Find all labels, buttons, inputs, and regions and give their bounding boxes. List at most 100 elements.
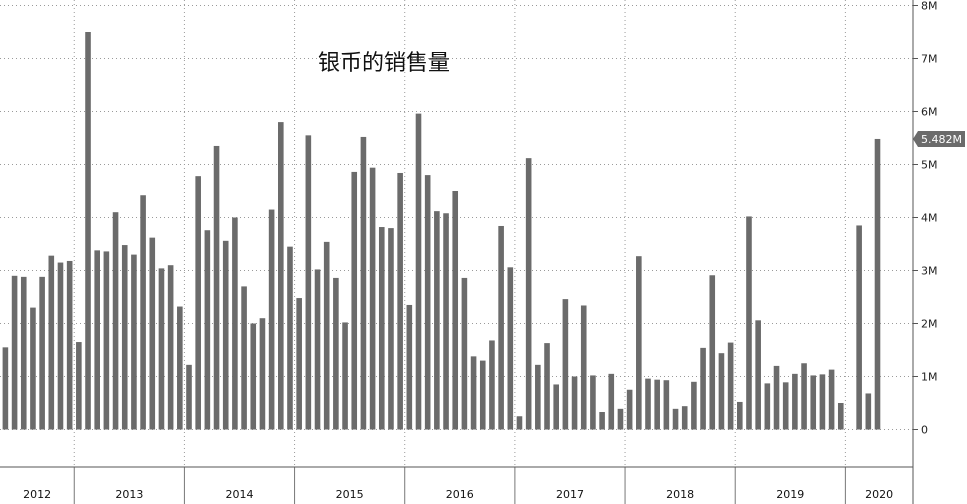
bar (434, 211, 440, 430)
bar (360, 136, 367, 430)
bar (792, 373, 798, 430)
bar (20, 276, 27, 430)
bar (516, 416, 523, 430)
y-tick-label: 4M (921, 212, 938, 225)
y-tick-label: 5M (921, 159, 938, 172)
chart-title: 银币的销售量 (318, 51, 450, 76)
bar (507, 267, 514, 430)
x-year-label: 2017 (556, 488, 584, 501)
bar (874, 138, 881, 430)
bar (461, 277, 468, 430)
bar (764, 383, 771, 430)
x-year-label: 2012 (23, 488, 51, 501)
bar (819, 374, 826, 430)
y-tick-label: 6M (921, 106, 938, 119)
bar (470, 356, 477, 430)
y-tick-label: 0 (921, 424, 928, 437)
bar (443, 213, 449, 430)
bar (856, 225, 862, 430)
bar (140, 195, 146, 430)
bar (746, 216, 752, 430)
bar (773, 365, 780, 430)
bar (691, 381, 697, 430)
bar (351, 171, 358, 430)
last-value-label: 5.482M (921, 133, 962, 146)
y-tick-label: 2M (921, 318, 938, 331)
bar (397, 172, 403, 430)
bar (186, 364, 192, 430)
bar (333, 277, 339, 430)
bar (645, 378, 651, 430)
bar (782, 382, 789, 430)
bar (498, 225, 504, 430)
bar (608, 373, 615, 430)
bar (865, 393, 872, 430)
bar (415, 113, 422, 430)
bar (232, 217, 238, 430)
bar (11, 275, 18, 430)
bar (837, 403, 844, 430)
bar (590, 375, 596, 430)
bar (39, 276, 45, 430)
bar (278, 122, 284, 430)
bar (204, 230, 211, 430)
bar (663, 380, 670, 430)
bar (85, 32, 91, 430)
bar (479, 360, 486, 430)
y-tick-label: 8M (921, 0, 938, 13)
x-year-label: 2014 (225, 488, 253, 501)
bar (571, 376, 578, 430)
y-tick-label: 7M (921, 53, 938, 66)
bar (250, 323, 257, 430)
bar (149, 237, 156, 430)
bar (801, 363, 807, 430)
bar (112, 212, 119, 430)
bar (167, 265, 174, 430)
bar (599, 412, 605, 430)
bar (2, 347, 9, 430)
bar (241, 286, 247, 430)
bar (213, 145, 220, 430)
bar (195, 176, 201, 430)
x-year-label: 2018 (666, 488, 694, 501)
bar (617, 408, 624, 430)
bar (406, 304, 413, 430)
y-tick-label: 1M (921, 371, 938, 384)
bar (57, 262, 64, 430)
bar (553, 384, 559, 430)
bar (30, 307, 36, 430)
bar (76, 342, 82, 430)
bar (636, 256, 642, 430)
bar (654, 379, 660, 430)
bar (737, 401, 743, 430)
x-year-label: 2020 (865, 488, 893, 501)
bar (103, 251, 110, 430)
bar (287, 246, 293, 430)
bar (131, 254, 137, 430)
labels: 0 1M 2M 3M 4M 5M 6M 7M 8M 2012 2013 2014 2015 2016 201… (23, 0, 965, 501)
bar (580, 305, 587, 430)
x-year-label: 2016 (446, 488, 474, 501)
bar (314, 269, 321, 430)
bar (259, 318, 266, 430)
y-tick-label: 3M (921, 265, 938, 278)
bar (388, 228, 394, 430)
bar (626, 389, 633, 430)
bar (535, 364, 541, 430)
bar (828, 369, 835, 430)
bar (48, 255, 55, 430)
bar (544, 343, 550, 430)
bar (121, 245, 128, 430)
bar (158, 268, 165, 430)
axes (0, 0, 918, 504)
bar (323, 241, 330, 430)
bar (755, 320, 761, 430)
bar (66, 260, 73, 430)
bar (525, 158, 532, 430)
bar (222, 240, 229, 430)
bar (177, 306, 183, 430)
bar (709, 275, 716, 430)
bar (342, 322, 348, 430)
bar (296, 298, 302, 430)
x-year-label: 2015 (336, 488, 364, 501)
